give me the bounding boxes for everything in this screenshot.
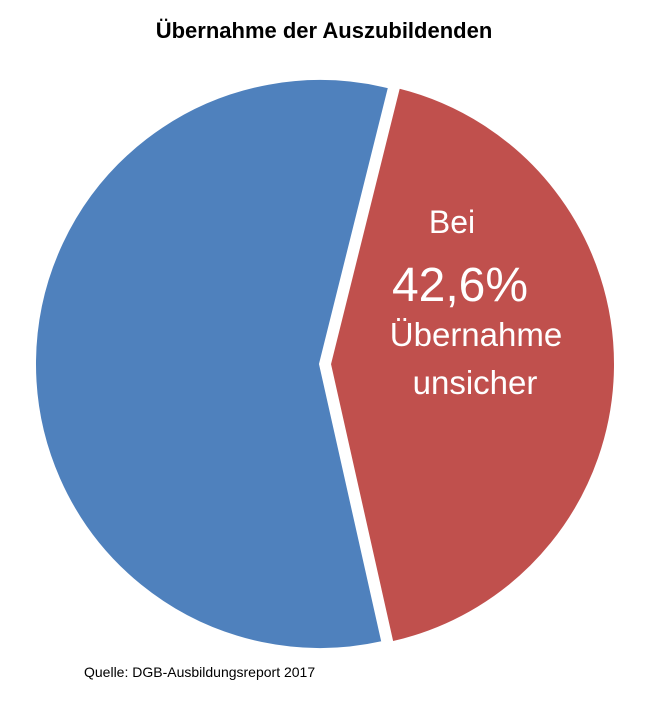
pie-slice-red [328,86,616,644]
source-note: Quelle: DGB-Ausbildungsreport 2017 [84,664,316,680]
slice-annotation-line2: unsicher [412,364,538,401]
slice-annotation-line1: Übernahme [389,316,563,353]
pie-slice-blue [34,78,391,650]
slice-annotation-prefix: Bei [428,204,476,240]
chart-title: Übernahme der Auszubildenden [155,18,493,43]
slice-annotation-value: 42,6% [391,259,529,312]
